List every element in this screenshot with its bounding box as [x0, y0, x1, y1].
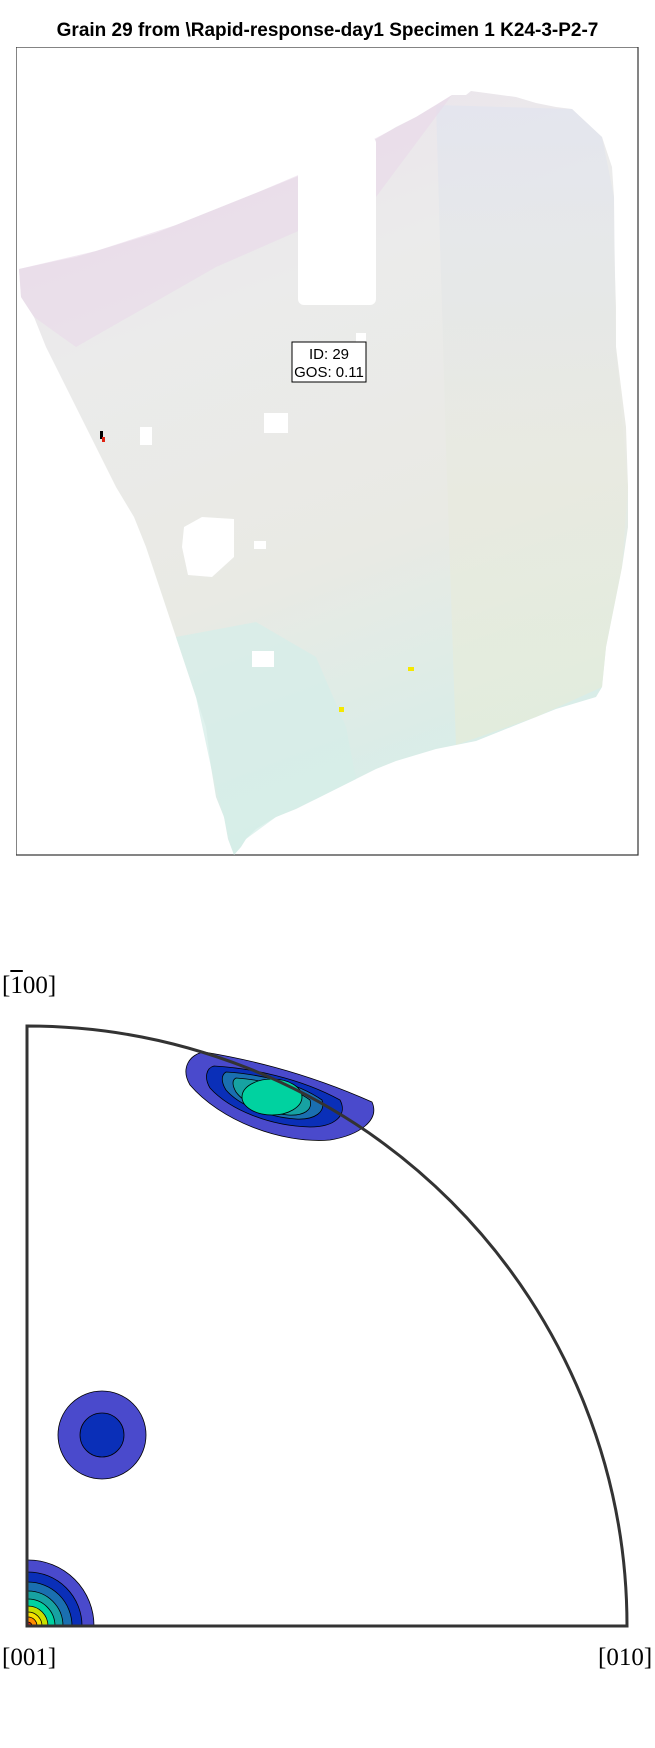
axis-label-top: [100] — [2, 972, 57, 999]
grain-hole-small — [140, 427, 152, 445]
grain-id-text: ID: 29 — [309, 346, 349, 363]
axis-label-bottom-right: [010] — [598, 1644, 653, 1671]
grain-tint-cyan — [176, 622, 356, 855]
grain-map: ID: 29 GOS: 0.11 — [16, 47, 639, 856]
axis-label-bottom-left: [001] — [2, 1644, 57, 1671]
contour-level-2 — [79, 1412, 125, 1458]
grain-pixel-red — [102, 437, 105, 442]
contour-cluster-middle — [57, 1390, 147, 1480]
grain-hole — [298, 137, 376, 305]
grain-hole-small — [356, 333, 366, 347]
grain-pixel-yellow — [339, 707, 344, 712]
quadrant-outline — [25, 1024, 629, 1628]
grain-pixel-yellow — [408, 667, 414, 671]
grain-hole-small — [264, 413, 288, 433]
quadrant-mask — [0, 970, 655, 1650]
grain-hole — [182, 517, 234, 577]
pole-figure — [0, 970, 655, 1650]
grain-hole-small — [426, 87, 436, 97]
grain-pixel-black — [100, 431, 103, 439]
contour-level-5 — [241, 1078, 303, 1116]
page-title: Grain 29 from \Rapid-response-day1 Speci… — [56, 20, 599, 41]
map-frame — [16, 47, 639, 856]
grain-hole-small — [252, 651, 274, 667]
grain-hole-small — [272, 175, 280, 183]
grain-hole-small — [254, 541, 266, 549]
grain-hole-small — [146, 207, 154, 215]
contour-cluster-upper — [185, 1051, 375, 1141]
grain-tint-right — [436, 105, 628, 745]
grain-label-box — [291, 341, 367, 383]
grain-gos-text: GOS: 0.11 — [294, 364, 364, 381]
